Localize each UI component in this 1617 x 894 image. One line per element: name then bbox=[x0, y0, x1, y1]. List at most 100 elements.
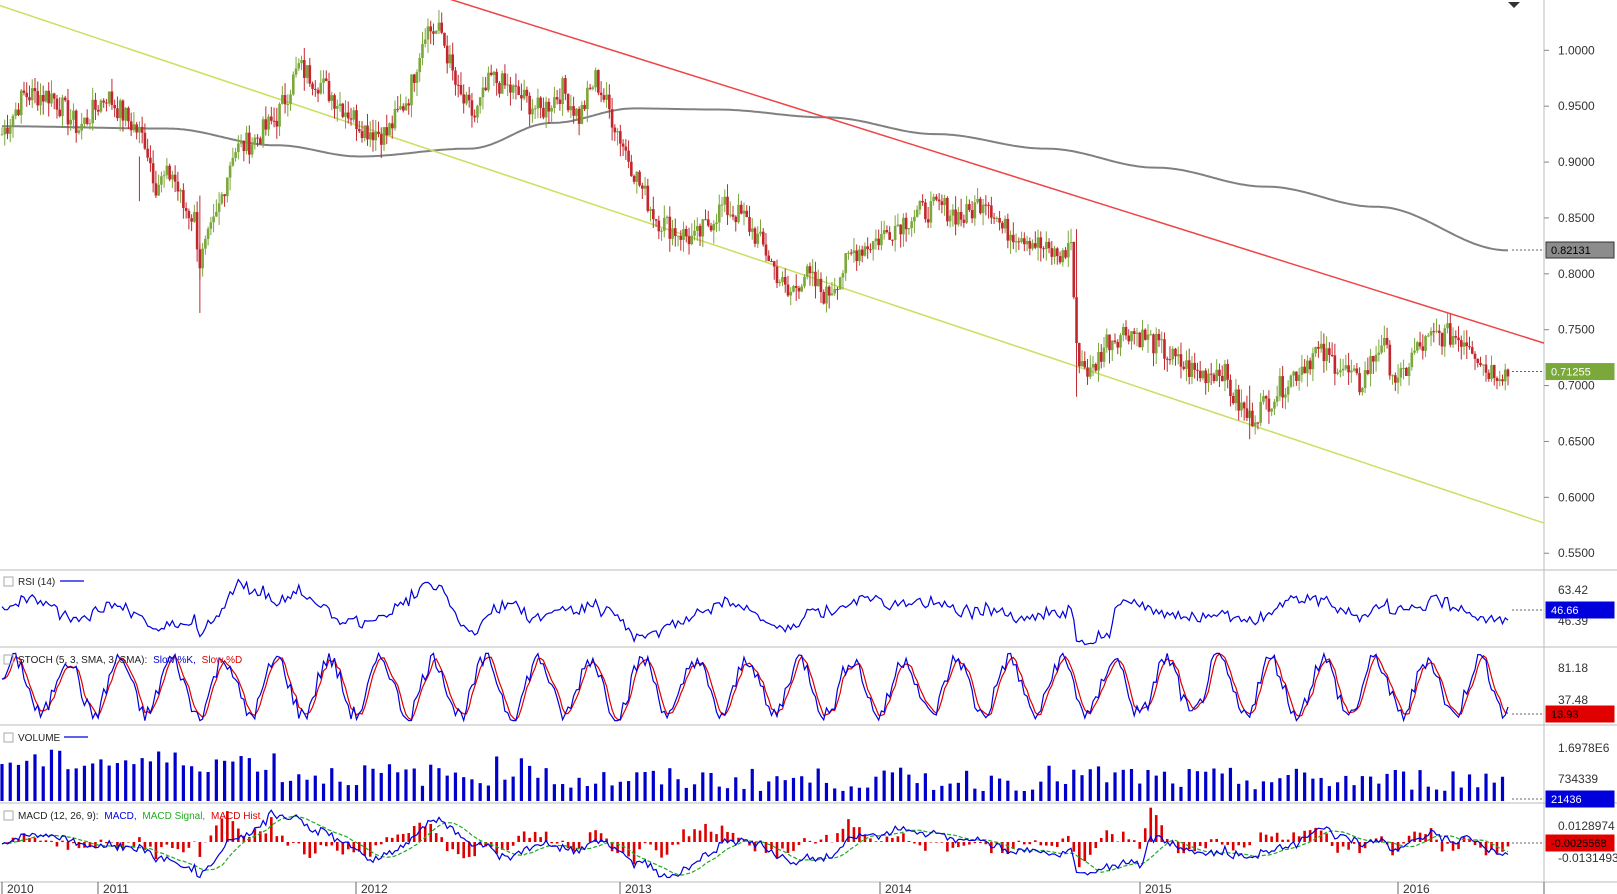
volume-bar bbox=[503, 779, 507, 801]
volume-bar bbox=[255, 771, 260, 801]
volume-bar bbox=[1377, 783, 1381, 801]
macd-hist-bar bbox=[270, 817, 273, 842]
candle-body bbox=[289, 94, 292, 104]
candle-body bbox=[368, 132, 372, 140]
macd-hist-bar bbox=[374, 842, 378, 846]
candle-body bbox=[28, 97, 31, 101]
candle-body bbox=[1481, 364, 1485, 366]
macd-hist-bar bbox=[1418, 832, 1422, 842]
candle-body bbox=[226, 177, 229, 197]
candle-body bbox=[1278, 376, 1282, 397]
macd-hist-bar bbox=[401, 833, 405, 842]
candle-body bbox=[775, 266, 779, 284]
macd-hist-bar bbox=[621, 842, 625, 853]
volume-bar bbox=[132, 764, 136, 801]
macd-hist-bar bbox=[687, 836, 691, 842]
macd-hist-bar bbox=[1451, 842, 1455, 851]
candle-body bbox=[1454, 336, 1458, 338]
macd-hist-bar bbox=[99, 839, 103, 842]
candle-body bbox=[1407, 367, 1411, 376]
volume-bar bbox=[1484, 773, 1488, 801]
macd-hist-bar bbox=[292, 842, 295, 843]
macd-hist-bar bbox=[248, 837, 251, 842]
candle-body bbox=[877, 238, 880, 246]
volume-bar bbox=[659, 784, 664, 801]
candle-body bbox=[371, 132, 375, 141]
macd-hist-bar bbox=[434, 833, 438, 842]
candle-body bbox=[789, 291, 793, 296]
candle-body bbox=[520, 94, 523, 99]
candle-body bbox=[1259, 401, 1262, 423]
volume-bar bbox=[412, 768, 416, 801]
candle-body bbox=[162, 175, 166, 177]
candle-body bbox=[355, 110, 358, 130]
candle-body bbox=[745, 210, 749, 218]
volume-bar bbox=[462, 777, 466, 801]
macd-hist-bar bbox=[445, 842, 449, 852]
candle-body bbox=[118, 100, 122, 119]
macd-hist-bar bbox=[506, 842, 509, 851]
candle-body bbox=[300, 60, 303, 64]
candle-body bbox=[363, 125, 367, 139]
volume-bar bbox=[239, 756, 243, 801]
candle-body bbox=[492, 71, 496, 75]
candle-body bbox=[1179, 354, 1183, 367]
candle-body bbox=[193, 211, 196, 222]
candle-body bbox=[1273, 401, 1276, 409]
macd-hist-bar bbox=[1435, 839, 1438, 842]
price-value: 0.71255 bbox=[1551, 367, 1591, 379]
candles bbox=[0, 10, 1510, 440]
candle-body bbox=[1077, 343, 1081, 367]
candle-body bbox=[338, 103, 342, 107]
macd-hist-bar bbox=[495, 842, 498, 854]
candle-body bbox=[1435, 330, 1438, 332]
macd-hist-bar bbox=[55, 842, 59, 847]
candle-body bbox=[1358, 373, 1361, 393]
macd-hist-bar bbox=[968, 842, 971, 845]
macd-hist-bar bbox=[1402, 842, 1405, 844]
volume-bar bbox=[841, 790, 845, 801]
macd-hist-bar bbox=[105, 842, 108, 844]
volume-bar bbox=[1360, 776, 1364, 801]
candle-body bbox=[448, 54, 452, 64]
price-tick-label: 0.5500 bbox=[1558, 546, 1595, 560]
candle-body bbox=[1242, 402, 1246, 409]
candle-body bbox=[1443, 328, 1447, 347]
volume-bar bbox=[1294, 768, 1298, 801]
volume-label: VOLUME bbox=[18, 733, 61, 744]
macd-hist-bar bbox=[61, 840, 64, 842]
volume-bar bbox=[1368, 776, 1373, 801]
candle-body bbox=[1168, 359, 1172, 361]
macd-hist-bar bbox=[116, 842, 119, 849]
candle-body bbox=[228, 165, 232, 178]
macd-hist-bar bbox=[1490, 842, 1493, 850]
candle-body bbox=[528, 95, 531, 115]
candle-body bbox=[1424, 336, 1427, 351]
candle-body bbox=[1226, 364, 1229, 380]
candle-body bbox=[805, 266, 809, 277]
volume-bar bbox=[1476, 787, 1480, 801]
macd-hist-bar bbox=[319, 842, 323, 846]
volume-bar bbox=[767, 781, 771, 801]
macd-hist-bar bbox=[1292, 832, 1295, 842]
volume-bar bbox=[725, 788, 730, 801]
scroll-down-icon[interactable] bbox=[1508, 2, 1520, 8]
candle-body bbox=[1361, 387, 1364, 393]
candle-body bbox=[742, 210, 746, 214]
macd-hist-bar bbox=[132, 842, 136, 848]
candle-body bbox=[330, 95, 334, 101]
macd-hist-bar bbox=[731, 832, 735, 842]
candle-body bbox=[701, 219, 705, 237]
volume-bar bbox=[775, 776, 779, 801]
volume-bar bbox=[981, 790, 985, 801]
candle-body bbox=[91, 99, 94, 124]
macd-value: -0.0025568 bbox=[1551, 838, 1607, 850]
macd-hist-bar bbox=[1314, 827, 1317, 842]
candle-body bbox=[954, 209, 957, 225]
macd-hist-bar bbox=[671, 842, 674, 845]
volume-bar bbox=[544, 768, 548, 801]
candle-body bbox=[671, 228, 674, 239]
candle-body bbox=[341, 103, 345, 117]
candle-body bbox=[96, 109, 100, 112]
